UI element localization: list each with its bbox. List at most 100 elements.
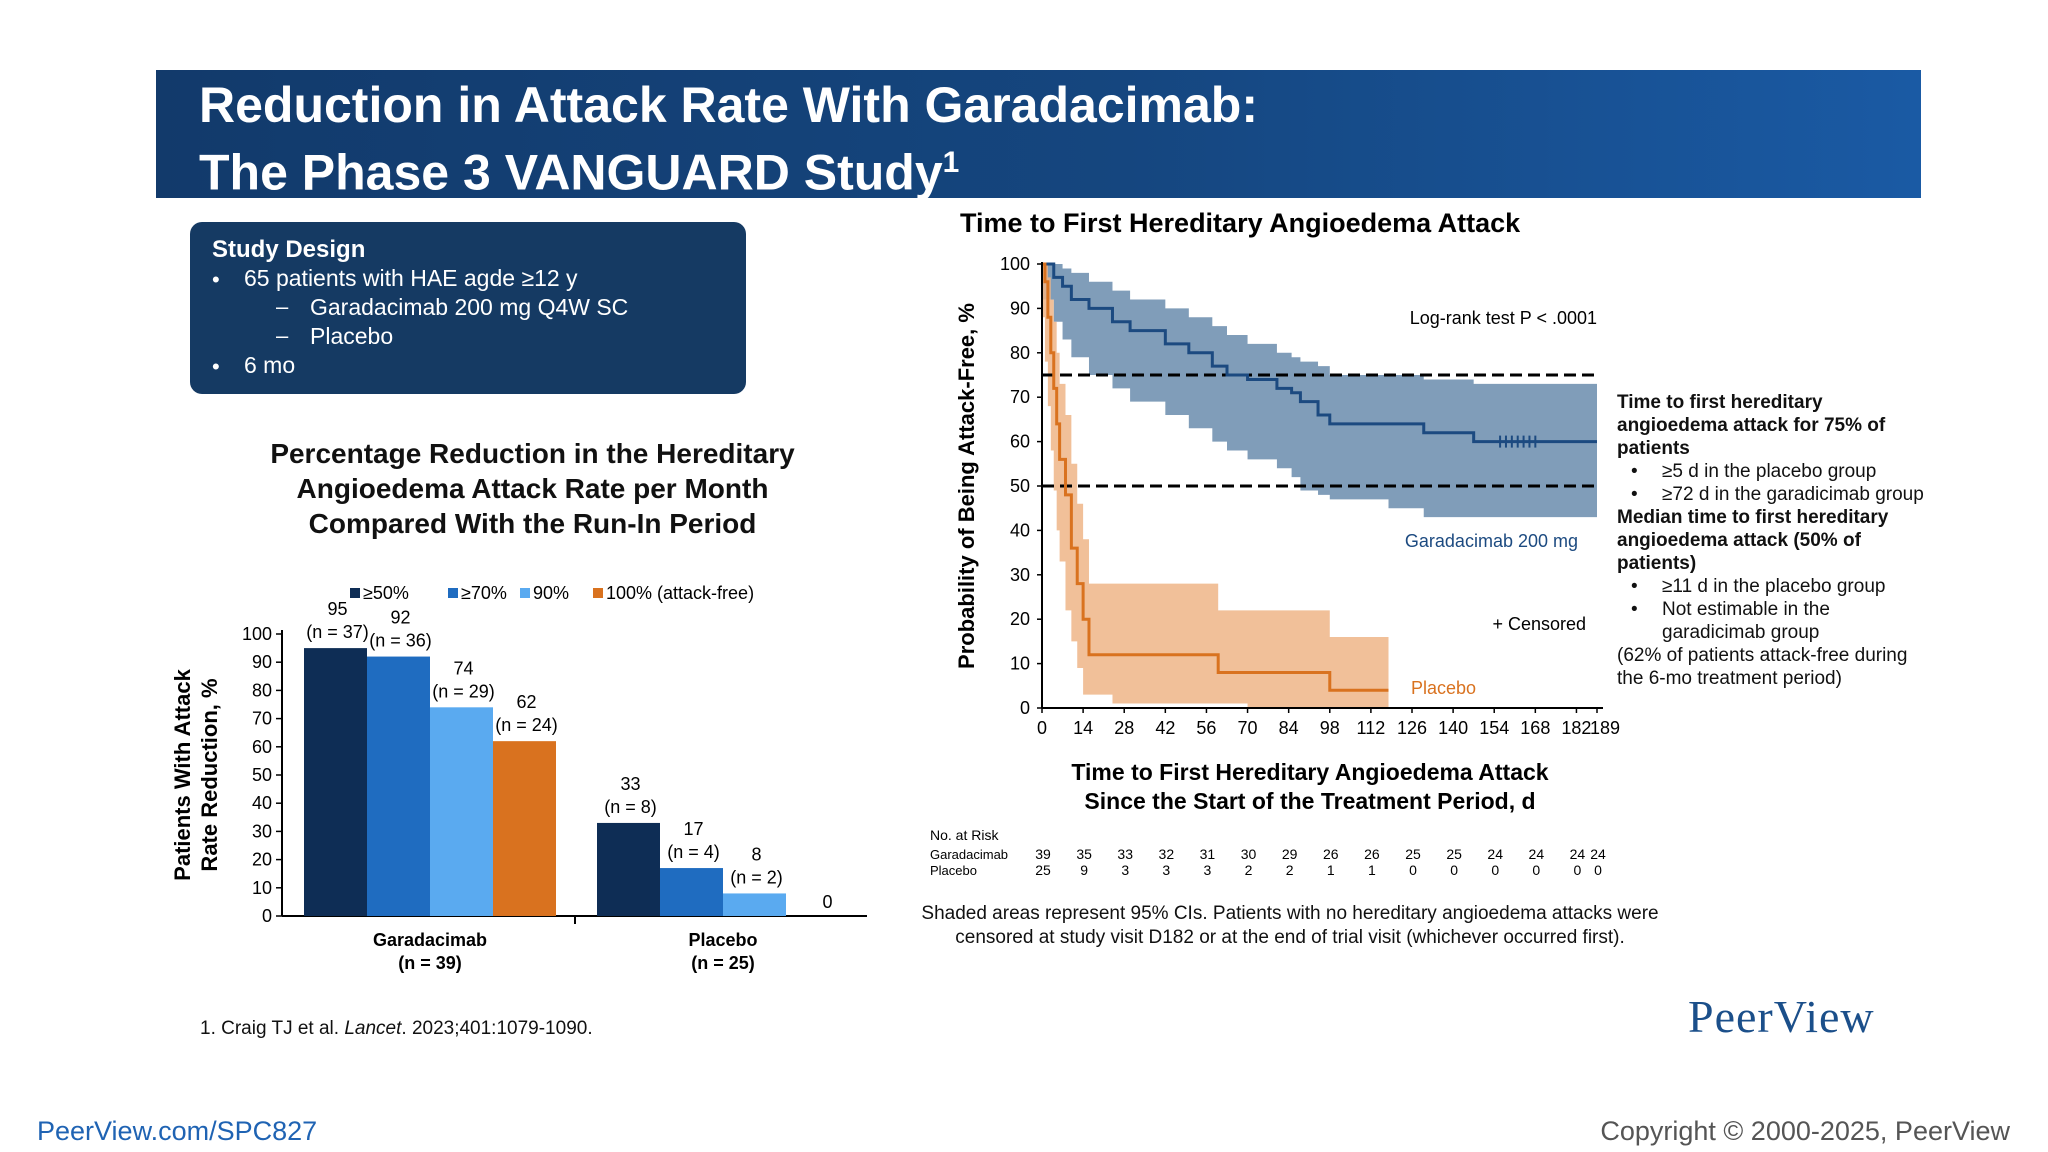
risk-value: 2 bbox=[1286, 862, 1294, 878]
title-line-2: The Phase 3 VANGUARD Study bbox=[199, 144, 943, 201]
x-tick-label: 189 bbox=[1590, 718, 1620, 738]
risk-value: 26 bbox=[1364, 846, 1380, 862]
y-tick-label: 100 bbox=[242, 624, 272, 644]
y-tick-label: 50 bbox=[1010, 476, 1030, 496]
risk-value: 9 bbox=[1080, 862, 1088, 878]
reference-authors: 1. Craig TJ et al. bbox=[200, 1018, 340, 1039]
risk-value: 25 bbox=[1405, 846, 1421, 862]
y-tick-label: 40 bbox=[252, 793, 272, 813]
bar-value-label: 0 bbox=[822, 892, 832, 912]
y-axis-label: Probability of Being Attack-Free, % bbox=[954, 303, 979, 669]
bar-n-label: (n = 4) bbox=[667, 842, 720, 862]
y-tick-label: 10 bbox=[252, 878, 272, 898]
bar-value-label: 74 bbox=[453, 658, 473, 678]
risk-value: 31 bbox=[1200, 846, 1216, 862]
risk-value: 0 bbox=[1574, 862, 1582, 878]
risk-value: 30 bbox=[1241, 846, 1257, 862]
reference: 1. Craig TJ et al. Lancet. 2023;401:1079… bbox=[200, 1018, 593, 1039]
y-tick-label: 80 bbox=[252, 680, 272, 700]
y-tick-label: 30 bbox=[1010, 565, 1030, 585]
y-tick-label: 20 bbox=[1010, 609, 1030, 629]
km-footnote: Shaded areas represent 95% CIs. Patients… bbox=[921, 903, 1659, 948]
series-label: Placebo bbox=[1411, 678, 1476, 698]
y-tick-label: 40 bbox=[1010, 520, 1030, 540]
bar bbox=[367, 656, 430, 916]
risk-value: 24 bbox=[1590, 846, 1606, 862]
risk-row-name: Placebo bbox=[930, 863, 977, 878]
bar-n-label: (n = 24) bbox=[495, 715, 558, 735]
legend-swatch bbox=[350, 588, 360, 598]
risk-value: 0 bbox=[1532, 862, 1540, 878]
risk-value: 24 bbox=[1529, 846, 1545, 862]
bullet-icon: • bbox=[212, 354, 220, 379]
peerview-logo: PeerView bbox=[1688, 991, 1875, 1042]
y-tick-label: 20 bbox=[252, 850, 272, 870]
dash-icon: – bbox=[276, 323, 289, 348]
x-tick-label: 14 bbox=[1073, 718, 1093, 738]
risk-value: 3 bbox=[1204, 862, 1212, 878]
study-design-heading: Study Design bbox=[212, 236, 366, 263]
x-tick-label: 168 bbox=[1520, 718, 1550, 738]
y-axis-label-line: Rate Reduction, % bbox=[197, 678, 222, 871]
bar-value-label: 17 bbox=[683, 819, 703, 839]
legend-swatch bbox=[520, 588, 530, 598]
x-tick-label: 70 bbox=[1238, 718, 1258, 738]
x-tick-label: 28 bbox=[1114, 718, 1134, 738]
category-label: (n = 25) bbox=[691, 953, 755, 973]
legend-label: ≥70% bbox=[461, 583, 507, 603]
y-tick-label: 100 bbox=[1000, 254, 1030, 274]
survival-curve bbox=[1042, 262, 1389, 692]
copyright: Copyright © 2000-2025, PeerView bbox=[1600, 1116, 2010, 1146]
risk-value: 32 bbox=[1159, 846, 1175, 862]
risk-value: 0 bbox=[1491, 862, 1499, 878]
bar bbox=[660, 868, 723, 916]
category-label: Placebo bbox=[688, 930, 757, 950]
y-tick-label: 60 bbox=[1010, 432, 1030, 452]
y-tick-label: 60 bbox=[252, 737, 272, 757]
risk-value: 3 bbox=[1162, 862, 1170, 878]
y-tick-label: 50 bbox=[252, 765, 272, 785]
risk-value: 35 bbox=[1076, 846, 1092, 862]
category-label: Garadacimab bbox=[373, 930, 487, 950]
title-superscript: 1 bbox=[942, 146, 960, 179]
risk-value: 0 bbox=[1450, 862, 1458, 878]
risk-value: 33 bbox=[1117, 846, 1133, 862]
y-tick-label: 90 bbox=[252, 652, 272, 672]
risk-value: 3 bbox=[1121, 862, 1129, 878]
category-label: (n = 39) bbox=[398, 953, 462, 973]
bar-n-label: (n = 29) bbox=[432, 681, 495, 701]
bar-n-label: (n = 37) bbox=[306, 622, 369, 642]
risk-value: 2 bbox=[1245, 862, 1253, 878]
y-tick-label: 70 bbox=[1010, 387, 1030, 407]
bar bbox=[493, 741, 556, 916]
y-axis-label: Patients With AttackRate Reduction, % bbox=[170, 668, 222, 880]
km-side-notes: Time to first hereditary angioedema atta… bbox=[1617, 391, 1937, 690]
bar-n-label: (n = 36) bbox=[369, 631, 432, 651]
footer-link[interactable]: PeerView.com/SPC827 bbox=[37, 1116, 318, 1146]
x-tick-label: 126 bbox=[1397, 718, 1427, 738]
y-tick-label: 0 bbox=[262, 906, 272, 926]
km-note-heading: Median time to first hereditary angioede… bbox=[1617, 507, 1889, 574]
km-chart: Time to First Hereditary Angioedema Atta… bbox=[930, 208, 1620, 878]
bar-value-label: 95 bbox=[327, 599, 347, 619]
risk-value: 25 bbox=[1035, 862, 1051, 878]
y-tick-label: 90 bbox=[1010, 298, 1030, 318]
ci-band bbox=[1042, 264, 1389, 708]
x-tick-label: 84 bbox=[1279, 718, 1299, 738]
study-design-box: Study Design • 65 patients with HAE agde… bbox=[190, 222, 746, 394]
x-tick-label: 42 bbox=[1155, 718, 1175, 738]
legend-swatch bbox=[448, 588, 458, 598]
km-title: Time to First Hereditary Angioedema Atta… bbox=[960, 208, 1521, 238]
legend-swatch bbox=[593, 588, 603, 598]
study-design-item: Garadacimab 200 mg Q4W SC bbox=[310, 294, 629, 320]
bar bbox=[430, 707, 493, 916]
bar bbox=[597, 822, 660, 916]
km-note-item: ≥72 d in the garadicimab group bbox=[1617, 483, 1937, 506]
x-tick-label: 56 bbox=[1196, 718, 1216, 738]
x-axis-label: Since the Start of the Treatment Period,… bbox=[1084, 788, 1535, 814]
y-tick-label: 0 bbox=[1020, 698, 1030, 718]
x-tick-label: 154 bbox=[1479, 718, 1509, 738]
x-tick-label: 0 bbox=[1037, 718, 1047, 738]
risk-value: 0 bbox=[1409, 862, 1417, 878]
bar-value-label: 62 bbox=[516, 692, 536, 712]
